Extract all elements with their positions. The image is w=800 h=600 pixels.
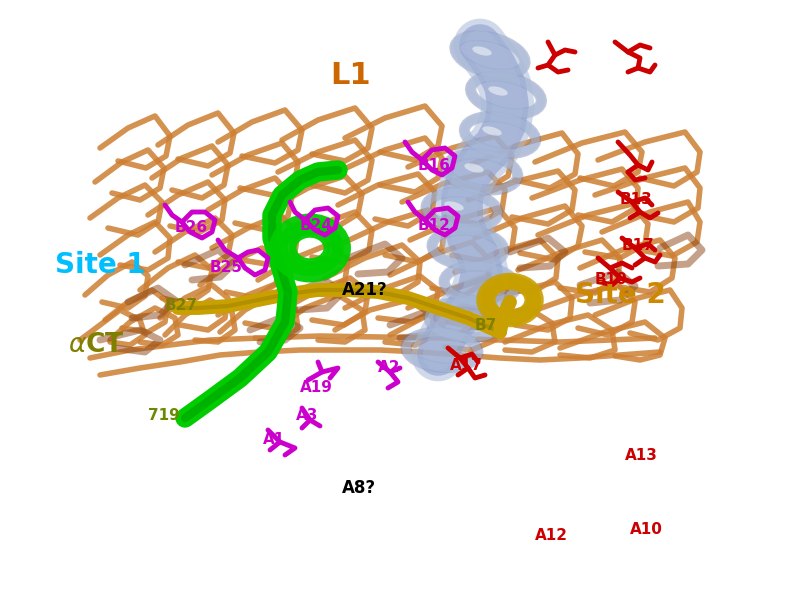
Text: B17: B17 <box>622 238 654 253</box>
Text: B7: B7 <box>475 317 498 332</box>
Text: A12: A12 <box>535 527 568 542</box>
Text: B10: B10 <box>595 272 628 287</box>
Text: A2: A2 <box>378 361 401 376</box>
Text: A17: A17 <box>450 358 483 373</box>
Text: Site 2: Site 2 <box>575 281 666 309</box>
Text: A10: A10 <box>630 523 663 538</box>
Text: B24: B24 <box>300 217 333 232</box>
Text: $\alpha$CT: $\alpha$CT <box>68 332 125 358</box>
Text: Site 1: Site 1 <box>55 251 146 279</box>
Ellipse shape <box>482 127 502 136</box>
Text: B16: B16 <box>418 157 451 173</box>
Text: B26: B26 <box>175 220 208 235</box>
Text: B25: B25 <box>210 260 243 275</box>
Text: 719: 719 <box>148 407 180 422</box>
Text: B27: B27 <box>165 298 198 313</box>
Ellipse shape <box>464 163 484 173</box>
Ellipse shape <box>444 202 464 211</box>
Text: B13: B13 <box>620 193 653 208</box>
Ellipse shape <box>472 46 492 56</box>
Text: A3: A3 <box>296 407 318 422</box>
Text: L1: L1 <box>330 61 370 89</box>
Text: B12: B12 <box>418 217 451 232</box>
Text: A21?: A21? <box>342 281 388 299</box>
Text: A8?: A8? <box>342 479 376 497</box>
Text: A13: A13 <box>625 448 658 463</box>
Ellipse shape <box>488 86 508 95</box>
Text: A1: A1 <box>263 433 286 448</box>
Text: A19: A19 <box>300 380 333 395</box>
